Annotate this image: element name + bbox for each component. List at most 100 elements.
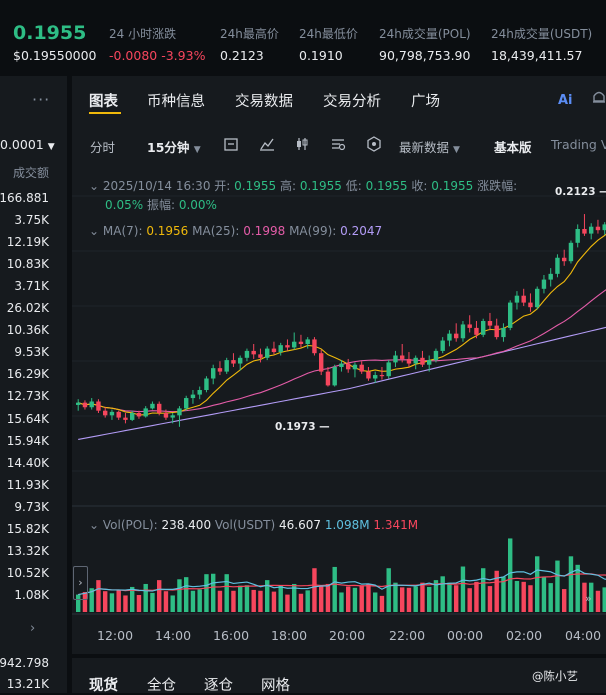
scroll-left-button[interactable]: ›	[73, 566, 88, 600]
indicator-icon[interactable]	[223, 136, 239, 156]
collapse-caret-icon[interactable]: ⌄	[89, 224, 99, 238]
volume-bar	[407, 588, 411, 612]
candle-body	[76, 403, 80, 405]
candle-body	[346, 364, 350, 370]
change-label: 24 小时涨跌	[109, 25, 176, 42]
collapse-caret-icon[interactable]: ⌄	[89, 179, 99, 193]
close-label: 收:	[411, 179, 427, 193]
volume-bar	[164, 591, 168, 612]
volume-bar	[400, 587, 404, 612]
volume-bar	[535, 556, 539, 612]
volume-bar	[306, 590, 310, 612]
candle-body	[285, 345, 289, 347]
tab-spot[interactable]: 现货	[89, 674, 118, 695]
order-book-value: 9.53K	[14, 345, 49, 359]
volume-bar	[576, 565, 580, 612]
volume-bar	[326, 584, 330, 612]
candle-body	[292, 342, 296, 348]
x-axis-tick: 14:00	[155, 628, 191, 643]
candle-type-icon[interactable]	[294, 136, 310, 156]
candle-body	[515, 296, 519, 303]
vol-ma1-value: 1.098M	[325, 518, 370, 532]
candle-body	[211, 368, 215, 378]
volume-info-line: ⌄ Vol(POL): 238.400 Vol(USDT) 46.607 1.0…	[89, 518, 418, 532]
time-share-button[interactable]: 分时	[90, 137, 115, 156]
precision-select[interactable]: 0.0001 ▼	[0, 137, 55, 152]
order-book-value: 9.73K	[14, 500, 49, 514]
candle-body	[130, 413, 134, 420]
order-book-value: 12.19K	[7, 235, 49, 249]
order-book-value: 166.881	[0, 191, 49, 205]
vol-ma2-value: 1.341M	[373, 518, 418, 532]
chevron-right-icon[interactable]: ›	[30, 621, 35, 636]
candle-body	[488, 321, 492, 326]
settings-list-icon[interactable]	[330, 136, 346, 156]
volume-bar	[555, 561, 559, 612]
volume-bar	[427, 587, 431, 612]
vol-usdt-label: Vol(USDT)	[215, 518, 275, 532]
candle-body	[468, 324, 472, 327]
candle-body	[373, 375, 377, 378]
tab-cross[interactable]: 全仓	[147, 674, 176, 695]
candle-body	[252, 351, 256, 354]
volume-bar	[218, 591, 222, 612]
candle-body	[528, 303, 532, 308]
candle-body	[353, 365, 357, 370]
order-book-value: 16.29K	[7, 367, 49, 381]
order-book-value: 14.40K	[7, 456, 49, 470]
volume-bar	[542, 577, 546, 612]
x-axis-tick: 20:00	[329, 628, 365, 643]
candle-body	[184, 398, 188, 408]
volume-bar	[387, 568, 391, 612]
interval-select[interactable]: 15分钟 ▼	[147, 137, 201, 156]
tab-square[interactable]: 广场	[411, 90, 440, 111]
order-book-value: 15.64K	[7, 412, 49, 426]
collapse-caret-icon[interactable]: ⌄	[89, 518, 99, 532]
tab-grid[interactable]: 网格	[261, 674, 290, 695]
tradingview-button[interactable]: Trading V	[551, 137, 606, 152]
vol-pol-value: 90,798,753.90	[379, 48, 470, 63]
latest-data-select[interactable]: 最新数据 ▼	[399, 137, 460, 156]
volume-bar	[204, 574, 208, 612]
more-dots-icon[interactable]: ···	[32, 90, 50, 109]
bell-icon[interactable]	[592, 90, 604, 104]
candle-body	[549, 274, 553, 280]
candlestick-chart[interactable]	[72, 166, 606, 658]
candle-body	[306, 339, 310, 344]
tab-chart[interactable]: 图表	[89, 90, 118, 111]
watermark-text: @陈小艺	[532, 668, 578, 684]
tab-coin-info[interactable]: 币种信息	[147, 90, 205, 111]
volume-bar	[110, 593, 114, 612]
basic-view-button[interactable]: 基本版	[494, 137, 532, 156]
candle-body	[339, 364, 343, 367]
close-value: 0.1955	[431, 179, 473, 193]
ai-button[interactable]: Ai	[558, 93, 573, 108]
tab-isolated[interactable]: 逐仓	[204, 674, 233, 695]
scroll-right-icon[interactable]: »	[585, 592, 592, 605]
vol-usdt-value: 18,439,411.57	[491, 48, 582, 63]
candle-body	[380, 375, 384, 376]
candle-body	[582, 229, 586, 234]
ma7-line	[78, 230, 606, 415]
order-book-value: 26.02K	[7, 301, 49, 315]
volume-bar	[211, 574, 215, 612]
order-book-value: 13.32K	[7, 544, 49, 558]
caret-down-icon: ▼	[48, 142, 55, 152]
candle-body	[461, 324, 465, 338]
candle-body	[542, 280, 546, 289]
footer-value-2: 13.21K	[7, 677, 49, 691]
line-chart-icon[interactable]	[259, 136, 275, 156]
volume-bar	[117, 590, 121, 612]
hexagon-icon[interactable]	[366, 136, 382, 156]
precision-value: 0.0001	[0, 137, 44, 152]
tab-trade-analysis[interactable]: 交易分析	[323, 90, 381, 111]
candle-body	[150, 404, 154, 409]
volume-bar	[474, 582, 478, 612]
candle-body	[441, 341, 445, 351]
order-book-value: 12.73K	[7, 389, 49, 403]
low-value: 0.1910	[299, 48, 343, 63]
tab-trade-data[interactable]: 交易数据	[235, 90, 293, 111]
usd-price: $0.19550000	[13, 48, 97, 63]
change-value: -0.0080 -3.93%	[109, 48, 205, 63]
candle-body	[393, 356, 397, 363]
